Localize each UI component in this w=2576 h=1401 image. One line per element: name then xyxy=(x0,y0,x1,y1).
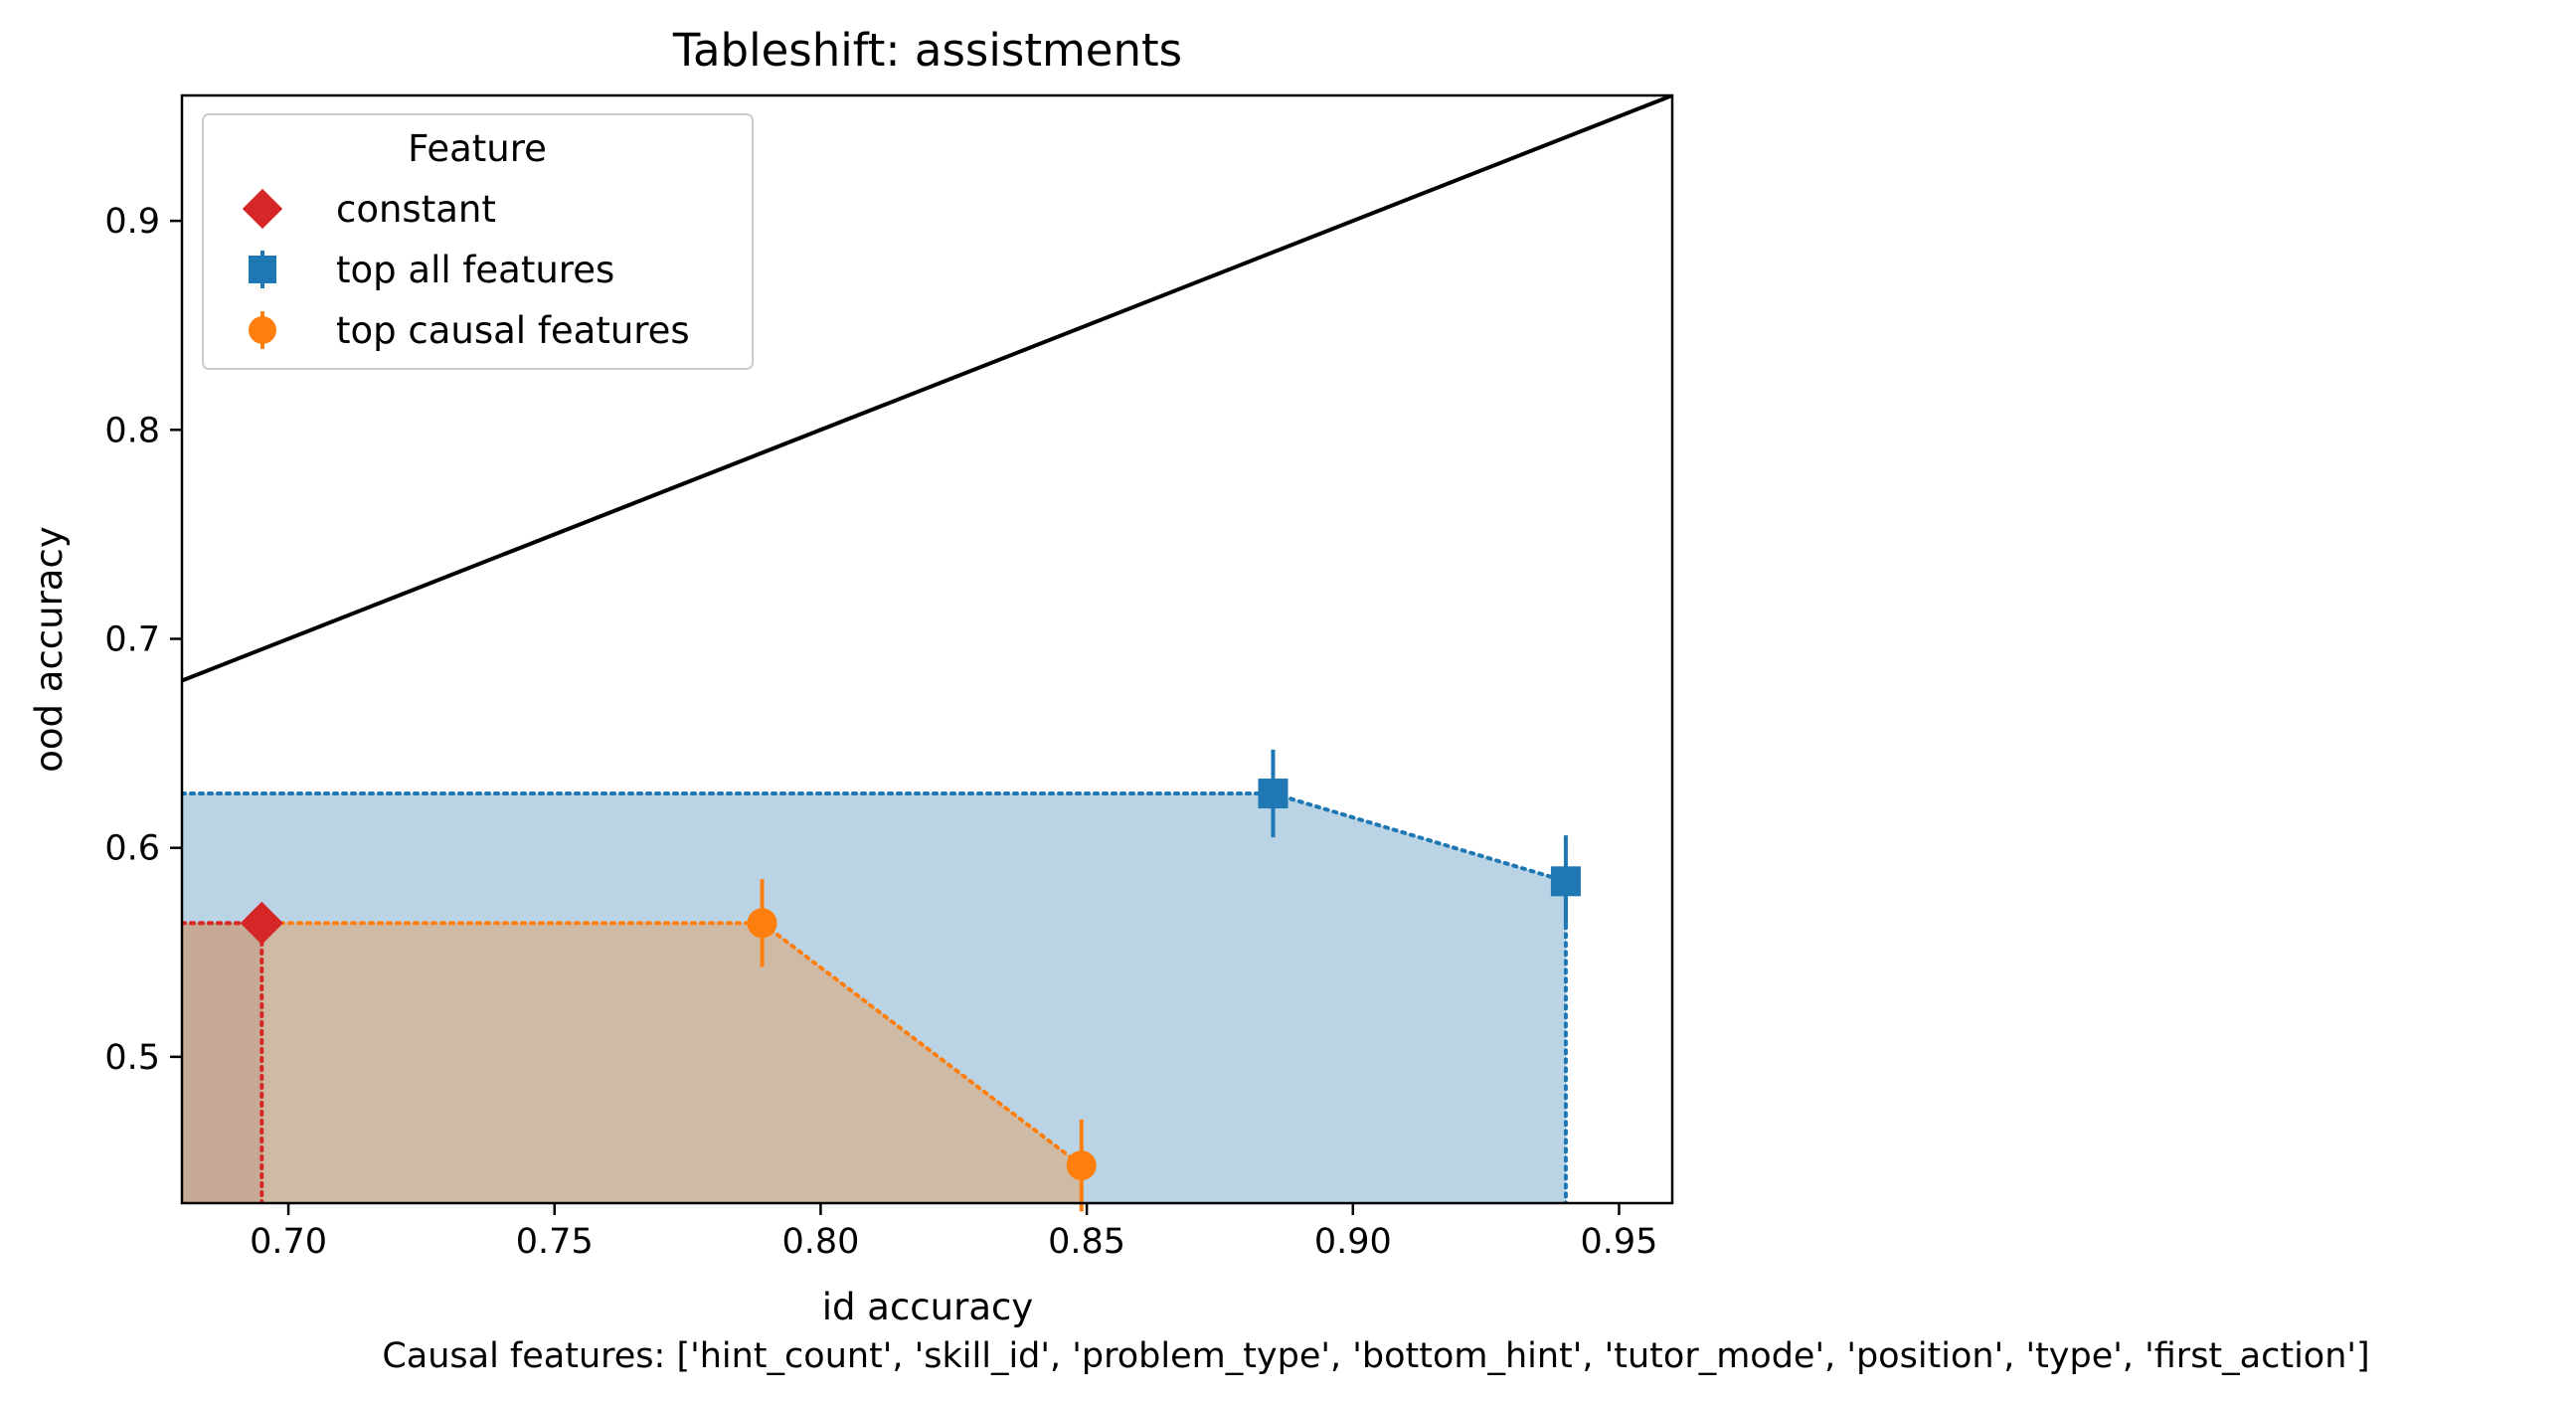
frontier-fill-constant xyxy=(182,923,262,1203)
caption-causal-features: Causal features: ['hint_count', 'skill_i… xyxy=(382,1336,2369,1376)
y-tick-label: 0.5 xyxy=(104,1038,160,1078)
data-points xyxy=(240,749,1581,1212)
frontier-fill-top-causal-features xyxy=(182,923,1082,1203)
plot-area-frame xyxy=(180,93,1674,1205)
frontier-line-top-causal-features xyxy=(182,921,1084,1203)
x-tick-label: 0.75 xyxy=(516,1222,594,1262)
point-top-all-features-1 xyxy=(1258,779,1288,809)
x-tick-label: 0.80 xyxy=(781,1222,859,1262)
y-axis-ticks: 0.5 0.6 0.7 0.8 0.9 xyxy=(104,202,182,1078)
frontier-fills xyxy=(182,793,1566,1203)
y-tick-label: 0.6 xyxy=(104,829,160,869)
legend-frame xyxy=(202,113,754,370)
reference-line xyxy=(182,95,1672,683)
legend: Feature constant top all features top caus… xyxy=(202,113,754,370)
x-tick-label: 0.70 xyxy=(250,1222,327,1262)
point-top-causal-features-1 xyxy=(747,908,777,939)
point-top-all-features-2 xyxy=(1550,866,1581,897)
x-tick-label: 0.95 xyxy=(1580,1222,1657,1262)
legend-label-constant: constant xyxy=(336,188,496,231)
legend-marker-top-all-features xyxy=(249,256,276,283)
point-constant-1 xyxy=(240,901,283,945)
x-tick-label: 0.90 xyxy=(1314,1222,1392,1262)
legend-marker-constant xyxy=(242,188,283,230)
point-top-causal-features-2 xyxy=(1066,1150,1097,1181)
x-axis-ticks: 0.70 0.75 0.80 0.85 0.90 0.95 xyxy=(250,1203,1657,1262)
y-tick-label: 0.7 xyxy=(104,619,160,659)
x-axis-label: id accuracy xyxy=(822,1286,1033,1328)
y-tick-label: 0.8 xyxy=(104,411,160,450)
y-axis-label: ood accuracy xyxy=(28,526,71,772)
frontier-line-top-all-features xyxy=(182,791,1568,1203)
y-tick-label: 0.9 xyxy=(104,202,160,242)
legend-label-top-causal-features: top causal features xyxy=(336,309,690,352)
reference-line-group xyxy=(182,95,1672,683)
legend-label-top-all-features: top all features xyxy=(336,249,614,291)
legend-marker-top-causal-features xyxy=(249,316,276,344)
x-tick-label: 0.85 xyxy=(1048,1222,1125,1262)
chart-title: Tableshift: assistments xyxy=(672,24,1182,77)
legend-title: Feature xyxy=(408,127,547,170)
